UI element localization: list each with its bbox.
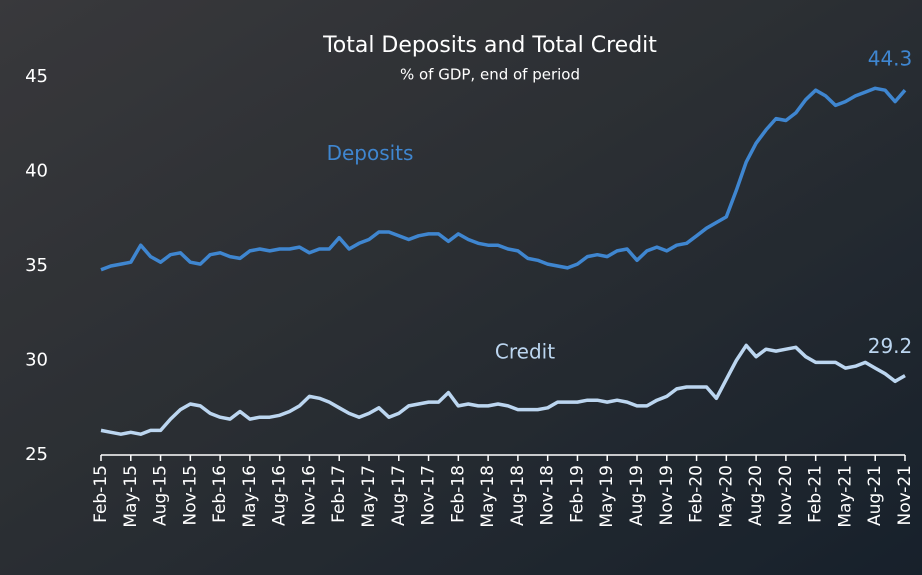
series-label: Deposits <box>327 141 414 165</box>
x-tick-label: Aug-17 <box>389 465 409 526</box>
x-tick-label: Nov-19 <box>657 465 677 526</box>
x-tick-label: Feb-17 <box>329 465 349 523</box>
x-tick-label: May-16 <box>240 465 260 528</box>
y-tick-label: 30 <box>25 350 48 371</box>
x-tick-label: Aug-18 <box>508 465 528 526</box>
y-tick-label: 25 <box>25 444 48 465</box>
end-value-label: 44.3 <box>868 46 913 70</box>
chart-subtitle: % of GDP, end of period <box>400 66 580 84</box>
x-tick-label: Aug-19 <box>627 465 647 526</box>
series-line <box>100 343 906 436</box>
x-tick-label: May-18 <box>478 465 498 528</box>
x-tick-label: Feb-18 <box>448 465 468 523</box>
x-tick-label: Aug-16 <box>270 465 290 526</box>
x-tick-label: Aug-15 <box>151 465 171 526</box>
x-tick-label: May-20 <box>716 465 736 528</box>
end-value-label: 29.2 <box>868 334 913 358</box>
series-line <box>100 86 907 272</box>
series-label: Credit <box>495 339 555 363</box>
x-tick-label: Nov-18 <box>538 465 558 526</box>
y-tick-label: 40 <box>25 161 48 182</box>
x-tick-label: May-15 <box>121 465 141 528</box>
x-tick-label: Feb-16 <box>210 465 230 523</box>
x-tick-label: May-17 <box>359 465 379 528</box>
x-tick-label: Aug-21 <box>865 465 885 526</box>
x-tick-label: Feb-20 <box>687 465 707 523</box>
x-tick-label: Feb-21 <box>806 465 826 523</box>
chart-title: Total Deposits and Total Credit <box>322 33 657 58</box>
x-tick-label: Nov-20 <box>776 465 796 526</box>
x-tick-label: Nov-16 <box>299 465 319 526</box>
x-tick-label: Feb-15 <box>91 465 111 523</box>
x-tick-label: Feb-19 <box>567 465 587 523</box>
x-tick-label: Nov-21 <box>895 465 915 526</box>
x-tick-label: Aug-20 <box>746 465 766 526</box>
x-tick-label: Nov-17 <box>419 465 439 526</box>
y-tick-label: 45 <box>25 66 48 87</box>
x-tick-label: Nov-15 <box>180 465 200 526</box>
x-tick-label: May-19 <box>597 465 617 528</box>
y-tick-label: 35 <box>25 255 48 276</box>
x-tick-label: May-21 <box>835 465 855 528</box>
